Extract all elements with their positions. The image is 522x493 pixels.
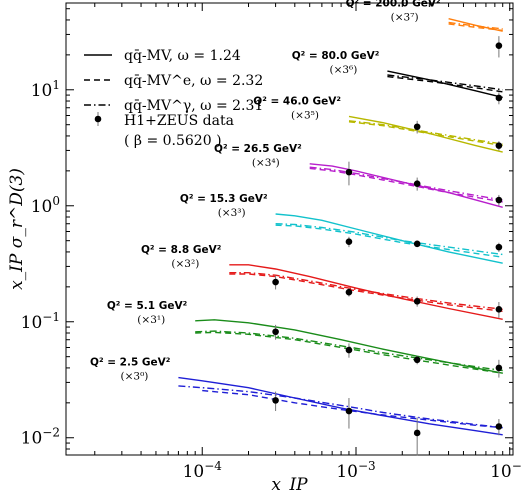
data-point <box>272 397 279 404</box>
y-axis-title: x_IP σ_r^D(3) <box>7 168 27 290</box>
y-tick-label: 10−2 <box>21 426 60 449</box>
series-line-dashed <box>195 331 503 374</box>
data-point <box>345 346 353 354</box>
factor-label: (×3²) <box>171 258 199 270</box>
legend-label: qq̄-MV^e, ω = 2.32 <box>124 73 263 89</box>
q2-label: Q² = 26.5 GeV² <box>214 143 302 155</box>
q2-label: Q² = 8.8 GeV² <box>141 244 222 256</box>
data-point <box>495 196 503 204</box>
data-point <box>413 298 421 305</box>
factor-label: (×3⁷) <box>391 12 419 24</box>
data-point <box>272 328 279 336</box>
data-point <box>495 423 503 430</box>
q2-label: Q² = 15.3 GeV² <box>180 193 268 205</box>
data-point <box>495 42 503 49</box>
legend: qq̄-MV, ω = 1.24 qq̄-MV^e, ω = 2.32 qq̄-MV… <box>84 48 263 149</box>
y-tick-label: 101 <box>31 78 60 101</box>
data-point <box>413 123 421 131</box>
factor-label: (×3⁵) <box>291 109 319 121</box>
series-line-dashed <box>202 389 503 429</box>
series-line-dotted <box>275 223 503 256</box>
series-line-dotted <box>387 74 503 91</box>
x-tick-label: 10−4 <box>183 459 223 482</box>
data-point <box>345 168 353 176</box>
series-line-dashed <box>309 167 503 203</box>
data-point <box>272 278 279 286</box>
series-line-dashed <box>275 224 503 258</box>
series-line-solid <box>229 264 503 320</box>
series-line-solid <box>448 18 503 32</box>
x-tick-label: 10−3 <box>336 459 375 482</box>
factor-label: (×3¹) <box>137 314 165 326</box>
series-line-solid <box>387 70 503 99</box>
series-line-dashed <box>229 273 503 312</box>
factor-label: (×3⁶) <box>329 64 357 76</box>
plot-frame <box>65 2 514 456</box>
data-point <box>495 243 503 251</box>
factor-label: (×3⁰) <box>121 371 149 383</box>
legend-label: H1+ZEUS data <box>124 113 234 129</box>
factor-label: (×3³) <box>218 207 246 219</box>
data-point <box>413 356 421 364</box>
data-point <box>345 238 353 246</box>
x-tick-label: 10−2 <box>490 459 522 482</box>
series-line-dotted <box>448 21 503 30</box>
series-line-dashed <box>348 121 503 147</box>
series-line-dotted <box>309 166 503 201</box>
series-line-solid <box>348 115 503 153</box>
data-point <box>413 429 421 437</box>
legend-marker <box>94 115 102 123</box>
data-point <box>495 306 503 313</box>
q2-label: Q² = 80.0 GeV² <box>292 50 380 62</box>
data-point <box>495 364 503 372</box>
data-point <box>345 407 353 415</box>
q2-label: Q² = 5.1 GeV² <box>107 300 188 312</box>
legend-label: qq̄-MV, ω = 1.24 <box>124 48 241 64</box>
series-line-dotted <box>229 272 503 310</box>
data-point <box>413 180 421 187</box>
series-line-dotted <box>178 385 503 429</box>
series-line-solid <box>275 213 503 264</box>
series-line-dashed <box>387 75 503 93</box>
series-line-dashed <box>448 23 503 32</box>
series-line-solid <box>178 376 503 436</box>
q2-label: Q² = 46.0 GeV² <box>253 95 341 107</box>
data-point <box>345 288 353 296</box>
data-point <box>413 240 421 248</box>
factor-label: (×3⁴) <box>252 157 280 169</box>
data-point <box>495 94 503 102</box>
y-tick-label: 100 <box>31 194 60 217</box>
legend-label: qq̄-MV^γ, ω = 2.31 <box>124 98 263 114</box>
q2-label: Q² = 200.0 GeV² <box>346 0 441 10</box>
q2-label: Q² = 2.5 GeV² <box>90 357 171 369</box>
data-point <box>495 142 503 149</box>
y-tick-label: 10−1 <box>21 310 60 333</box>
x-axis-title: x_IP <box>271 475 308 493</box>
series-line-solid <box>309 163 503 208</box>
series-line-dotted <box>348 120 503 145</box>
series-line-dotted <box>195 330 503 372</box>
legend-beta-label: ( β = 0.5620 ) <box>124 133 222 149</box>
